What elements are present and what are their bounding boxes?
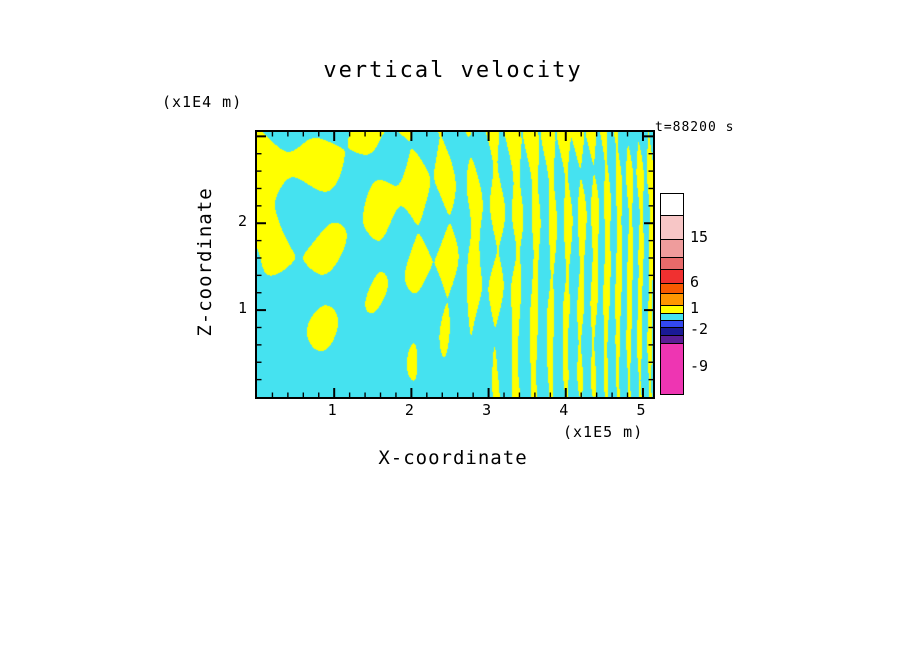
x-tick-label: 5 [636,401,646,419]
x-tick-label: 1 [327,401,337,419]
y-axis-units: (x1E4 m) [162,93,243,111]
colorbar-tick-label: -9 [690,357,709,375]
colorbar-segment [661,240,683,258]
colorbar-segment [661,314,683,321]
colorbar [660,193,684,395]
colorbar-tick-label: -2 [690,320,709,338]
colorbar-segment [661,270,683,284]
x-tick-label: 3 [482,401,492,419]
colorbar-segment [661,328,683,336]
colorbar-segment [661,344,683,394]
colorbar-segment [661,284,683,294]
colorbar-segment [661,194,683,216]
colorbar-tick-label: 6 [690,273,700,291]
time-annotation: t=88200 s [655,120,735,135]
colorbar-tick-label: 15 [690,228,709,246]
colorbar-tick-label: 1 [690,299,700,317]
colorbar-segment [661,336,683,344]
y-axis-label: Z-coordinate [194,187,216,337]
x-tick-label: 2 [404,401,414,419]
colorbar-segment [661,321,683,328]
plot-area [255,130,655,399]
y-tick-label: 2 [237,212,247,231]
y-tick-label: 1 [237,299,247,318]
heatmap-field [257,132,653,397]
chart-title: vertical velocity [323,58,583,83]
colorbar-segment [661,216,683,240]
x-axis-units: (x1E5 m) [563,423,644,441]
colorbar-segment [661,258,683,270]
colorbar-segment [661,294,683,306]
colorbar-segment [661,306,683,314]
x-tick-label: 4 [559,401,569,419]
x-axis-label: X-coordinate [378,447,528,469]
